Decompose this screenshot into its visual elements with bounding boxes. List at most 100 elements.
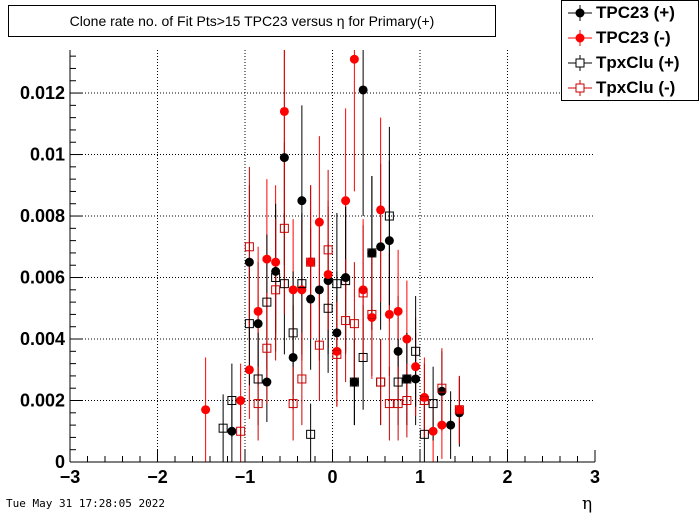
- data-point: [402, 334, 412, 344]
- data-point: [288, 352, 298, 362]
- data-point: [314, 217, 324, 227]
- data-point: [349, 319, 359, 329]
- data-point: [341, 273, 351, 283]
- x-tick-label: 1: [415, 467, 425, 487]
- data-point: [428, 399, 438, 409]
- data-point: [446, 420, 456, 430]
- data-point: [376, 205, 386, 215]
- data-point: [393, 306, 403, 316]
- chart-title: Clone rate no. of Fit Pts>15 TPC23 versu…: [8, 5, 496, 37]
- data-point: [384, 211, 394, 221]
- x-tick-label: −3: [60, 467, 81, 487]
- data-point: [454, 405, 464, 415]
- data-point: [279, 106, 289, 116]
- x-tick-label: 3: [590, 467, 600, 487]
- y-tick-label: 0: [55, 452, 65, 472]
- data-point: [288, 328, 298, 338]
- data-point: [393, 346, 403, 356]
- data-point: [297, 196, 307, 206]
- data-point: [323, 303, 333, 313]
- legend-item-tpxclu-minus: TpxClu (-): [562, 76, 698, 100]
- data-point: [367, 248, 377, 258]
- datestamp: Tue May 31 17:28:05 2022: [6, 497, 165, 510]
- data-point: [349, 377, 359, 387]
- data-point: [306, 294, 316, 304]
- filled-circle-marker-icon: [568, 30, 592, 46]
- data-markers: [201, 54, 464, 439]
- x-axis-title: η: [582, 494, 593, 514]
- data-point: [253, 306, 263, 316]
- data-point: [271, 285, 281, 295]
- data-point: [358, 352, 368, 362]
- legend-label: TPC23 (+): [596, 3, 675, 22]
- data-point: [306, 429, 316, 439]
- data-point: [279, 223, 289, 233]
- x-tick-label: 2: [502, 467, 512, 487]
- data-point: [437, 420, 447, 430]
- open-square-marker-icon: [568, 80, 592, 96]
- data-point: [349, 54, 359, 64]
- y-tick-label: 0.004: [20, 329, 65, 349]
- legend-label: TpxClu (-): [596, 78, 676, 97]
- y-tick-label: 0.008: [20, 206, 65, 226]
- data-point: [306, 257, 316, 267]
- data-point: [419, 392, 429, 402]
- data-point: [332, 346, 342, 356]
- data-point: [297, 285, 307, 295]
- data-point: [384, 399, 394, 409]
- data-point: [341, 276, 351, 286]
- data-point: [376, 377, 386, 387]
- y-tick-label: 0.012: [20, 83, 65, 103]
- data-point: [341, 316, 351, 326]
- data-point: [341, 196, 351, 206]
- data-point: [454, 405, 464, 415]
- data-point: [236, 396, 246, 406]
- data-point: [262, 377, 272, 387]
- data-point: [393, 377, 403, 387]
- data-point: [297, 374, 307, 384]
- data-point: [437, 386, 447, 396]
- data-point: [218, 423, 228, 433]
- data-point: [244, 257, 254, 267]
- data-point: [437, 383, 447, 393]
- data-point: [411, 362, 421, 372]
- data-point: [288, 399, 298, 409]
- data-point: [227, 396, 237, 406]
- data-point: [323, 269, 333, 279]
- data-point: [367, 309, 377, 319]
- data-point: [288, 285, 298, 295]
- open-square-marker-icon: [568, 55, 592, 71]
- data-point: [367, 312, 377, 322]
- x-tick-label: −2: [147, 467, 168, 487]
- data-point: [271, 266, 281, 276]
- data-point: [253, 374, 263, 384]
- axes: −3 −2 −1 0 1 2 3 0 0.002 0.004 0.006 0.008 0.01 0.012: [20, 50, 600, 487]
- data-point: [376, 242, 386, 252]
- data-point: [244, 319, 254, 329]
- data-point: [402, 374, 412, 384]
- data-point: [271, 273, 281, 283]
- data-point: [402, 396, 412, 406]
- data-point: [253, 319, 263, 329]
- data-point: [358, 85, 368, 95]
- data-point: [384, 236, 394, 246]
- legend-label: TPC23 (-): [596, 28, 671, 47]
- data-point: [358, 285, 368, 295]
- data-point: [358, 288, 368, 298]
- data-point: [314, 340, 324, 350]
- data-point: [323, 276, 333, 286]
- grid: [70, 50, 595, 462]
- x-tick-label: −1: [235, 467, 256, 487]
- data-point: [314, 285, 324, 295]
- data-point: [279, 153, 289, 163]
- data-point: [332, 349, 342, 359]
- data-point: [244, 365, 254, 375]
- y-tick-label: 0.002: [20, 391, 65, 411]
- data-point: [323, 245, 333, 255]
- data-point: [411, 374, 421, 384]
- data-point: [428, 426, 438, 436]
- data-point: [332, 328, 342, 338]
- data-point: [393, 399, 403, 409]
